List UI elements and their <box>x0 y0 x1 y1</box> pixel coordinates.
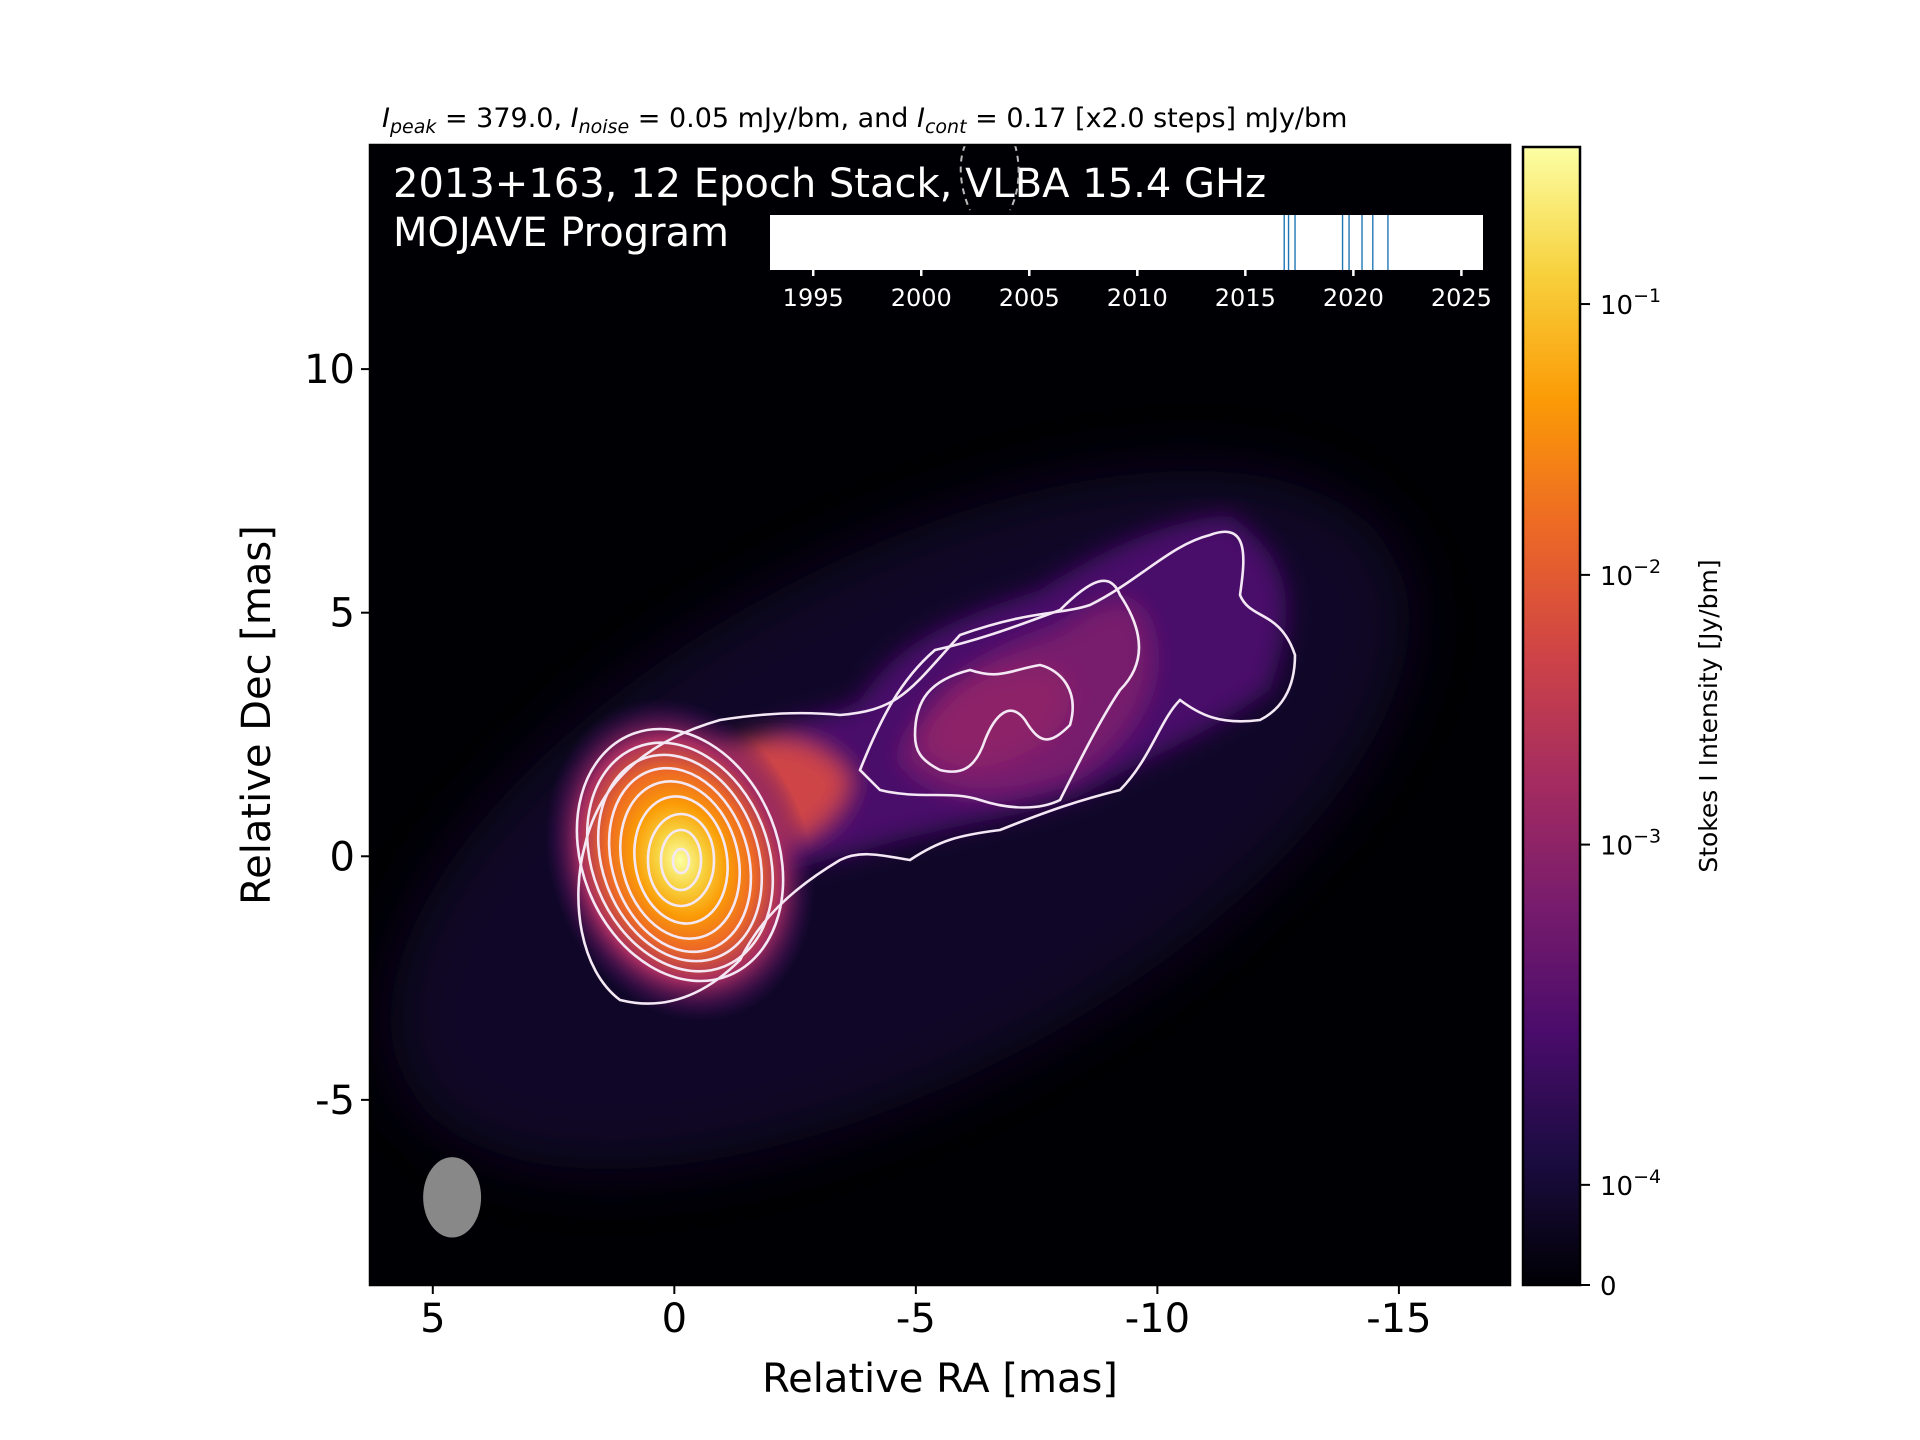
timeline-tick-label: 2005 <box>999 284 1060 312</box>
colorbar-tick-label: 10−1 <box>1600 285 1661 321</box>
timeline-box <box>770 215 1483 270</box>
colorbar-label: Stokes I Intensity [Jy/bm] <box>1694 559 1723 872</box>
timeline-tick-label: 2020 <box>1323 284 1384 312</box>
x-tick-label: -15 <box>1366 1296 1431 1342</box>
noise-unit: mJy/bm <box>738 103 841 134</box>
x-tick-label: 5 <box>420 1296 445 1342</box>
y-tick-label: 10 <box>304 347 355 393</box>
x-tick-label: 0 <box>662 1296 687 1342</box>
cont-value: 0.17 <box>1006 103 1066 134</box>
epoch-timeline: 1995 2000 2005 2010 2015 2020 2025 <box>770 215 1492 312</box>
colorbar-tick-label: 10−3 <box>1600 826 1661 862</box>
dashed-arc <box>1009 145 1020 211</box>
timeline-tick-label: 2025 <box>1431 284 1492 312</box>
y-axis-label: Relative Dec [mas] <box>234 525 280 905</box>
colorbar: 0 10−4 10−3 10−2 10−1 Stokes I Intensity [Jy… <box>1521 145 1723 1302</box>
timeline-tick-label: 2015 <box>1215 284 1276 312</box>
colorbar-tick-label: 10−4 <box>1600 1166 1661 1202</box>
dashed-arc <box>959 145 971 211</box>
plot-title-line1: 2013+163, 12 Epoch Stack, VLBA 15.4 GHz <box>393 161 1266 207</box>
colorbar-tick-label: 0 <box>1600 1272 1617 1302</box>
noise-value: 0.05 <box>669 103 729 134</box>
colorbar-frame <box>1521 145 1582 1287</box>
colorbar-fill <box>1523 147 1580 1285</box>
image-panel: 2013+163, 12 Epoch Stack, VLBA 15.4 GHz … <box>370 145 1510 1285</box>
contour-info-header: Ipeak = 379.0, Inoise = 0.05 mJy/bm, and… <box>382 103 1347 138</box>
y-tick-label: 5 <box>330 591 355 637</box>
x-tick-label: -10 <box>1125 1296 1190 1342</box>
x-axis: 5 0 -5 -10 -15 <box>420 1285 1432 1342</box>
plot-title-line2: MOJAVE Program <box>393 210 729 256</box>
beam-ellipse <box>423 1157 482 1238</box>
contour-lines <box>575 530 1297 1005</box>
y-axis: 10 5 0 -5 <box>304 347 370 1124</box>
timeline-tick-label: 1995 <box>783 284 844 312</box>
y-tick-label: -5 <box>315 1078 355 1124</box>
plot-frame <box>368 143 1512 1287</box>
colorbar-tick-label: 10−2 <box>1600 556 1661 592</box>
cont-unit: mJy/bm <box>1245 103 1348 134</box>
peak-value: 379.0 <box>476 103 553 134</box>
x-axis-label: Relative RA [mas] <box>762 1356 1118 1402</box>
steps-text: [x2.0 steps] <box>1075 103 1236 134</box>
timeline-tick-label: 2000 <box>891 284 952 312</box>
y-tick-label: 0 <box>330 834 355 880</box>
x-tick-label: -5 <box>896 1296 936 1342</box>
timeline-tick-label: 2010 <box>1107 284 1168 312</box>
